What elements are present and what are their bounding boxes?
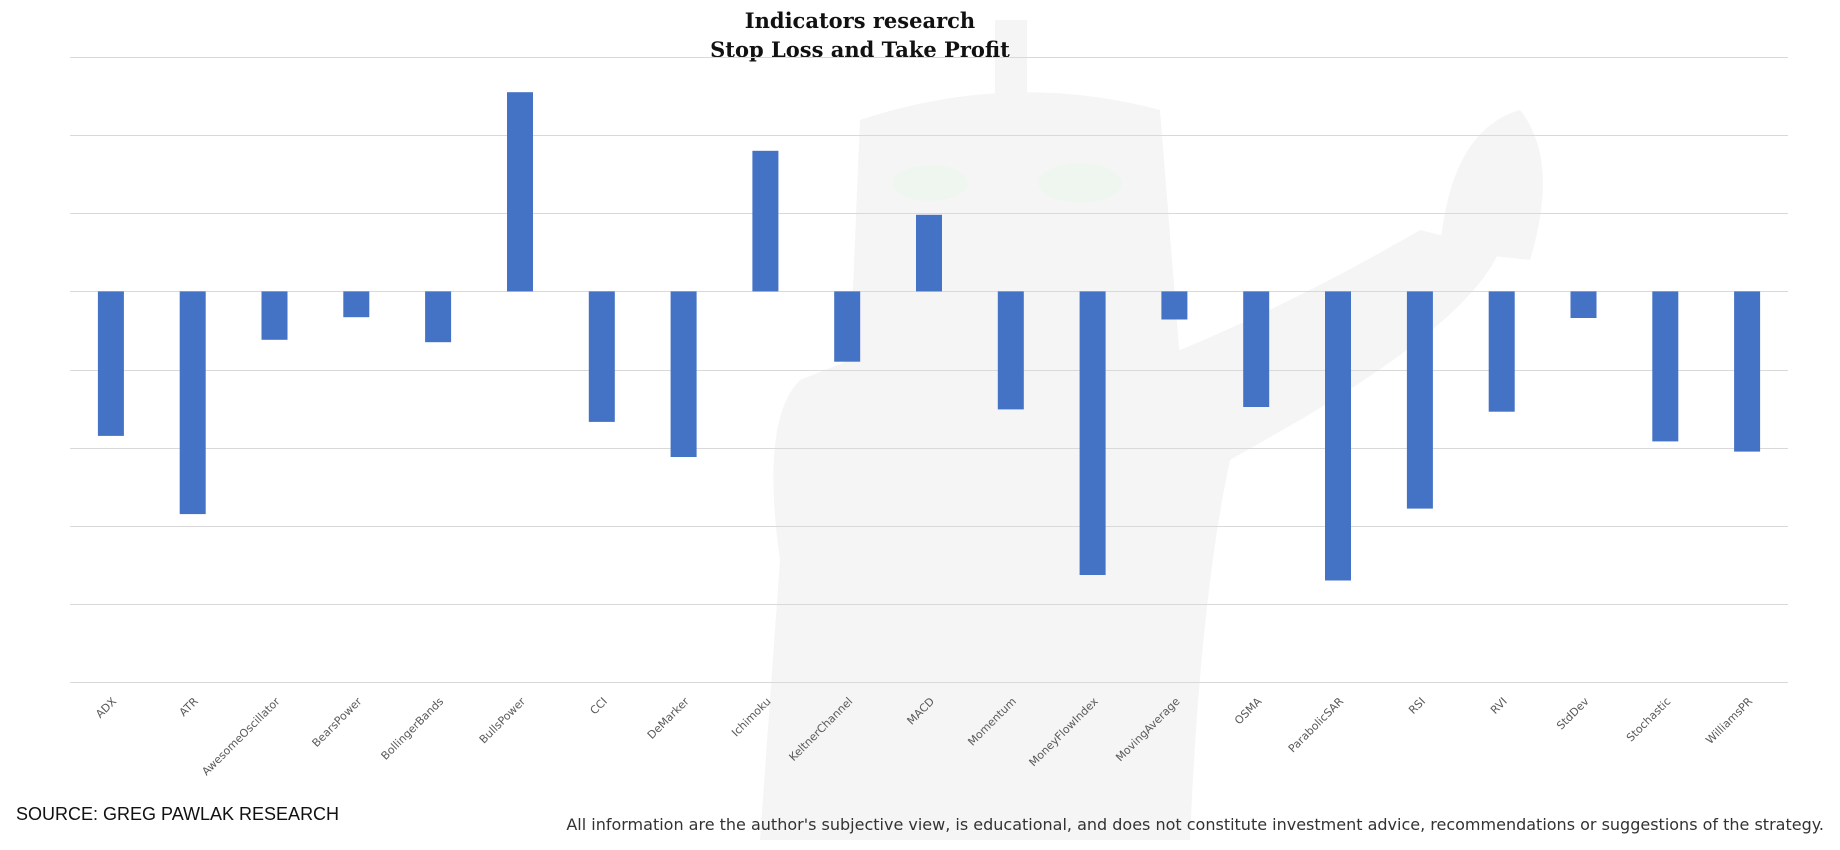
x-tick-label: ParabolicSAR (1286, 695, 1347, 756)
bar-awesomeoscillator (261, 291, 288, 340)
x-tick-label: MovingAverage (1113, 695, 1182, 764)
bar-stochastic (1652, 291, 1679, 442)
bar-movingaverage (1161, 291, 1188, 320)
bar-demarker (670, 291, 697, 457)
x-tick-label: MACD (905, 695, 938, 728)
bar-moneyflowindex (1079, 291, 1106, 575)
x-tick-label: Ichimoku (729, 695, 773, 739)
x-tick-label: ADX (93, 695, 119, 721)
x-tick-label: KeltnerChannel (787, 695, 856, 764)
bar-rvi (1488, 291, 1515, 412)
x-tick-label: AwesomeOscillator (199, 695, 283, 779)
x-tick-label: CCI (588, 695, 610, 717)
bar-parabolicsar (1325, 291, 1351, 581)
gridlines (70, 57, 1788, 683)
bar-keltnerchannel (834, 291, 861, 362)
x-tick-label: BollingerBands (379, 695, 447, 763)
x-tick-label: RSI (1406, 695, 1428, 717)
bar-williamspr (1734, 291, 1761, 452)
x-tick-label: Stochastic (1624, 695, 1673, 744)
bar-stddev (1570, 291, 1597, 318)
bar-bullspower (507, 92, 533, 292)
bars (97, 92, 1761, 581)
chart-title-line-1: Indicators research (744, 8, 976, 33)
bar-bollingerbands (425, 291, 452, 343)
x-tick-label: BullsPower (477, 695, 529, 747)
x-tick-label: StdDev (1554, 695, 1592, 733)
x-tick-label: RVI (1488, 695, 1510, 717)
bar-rsi (1406, 291, 1433, 509)
x-tick-label: OSMA (1232, 695, 1265, 728)
x-tick-label: BearsPower (310, 695, 365, 750)
bar-cci (588, 291, 615, 422)
bar-ichimoku (752, 150, 779, 292)
bar-atr (179, 291, 206, 515)
disclaimer-note: All information are the author's subject… (566, 815, 1824, 834)
bar-adx (97, 291, 124, 436)
x-tick-label: WilliamsPR (1703, 695, 1755, 747)
x-tick-label: ATR (177, 695, 201, 719)
bar-osma (1243, 291, 1270, 407)
source-note: SOURCE: GREG PAWLAK RESEARCH (16, 804, 340, 824)
bar-momentum (997, 291, 1024, 410)
bar-bearspower (343, 291, 370, 318)
x-tick-label: MoneyFlowIndex (1027, 695, 1101, 769)
x-tick-label: DeMarker (645, 695, 692, 742)
x-tick-label: Momentum (965, 695, 1019, 749)
bar-macd (916, 214, 942, 292)
